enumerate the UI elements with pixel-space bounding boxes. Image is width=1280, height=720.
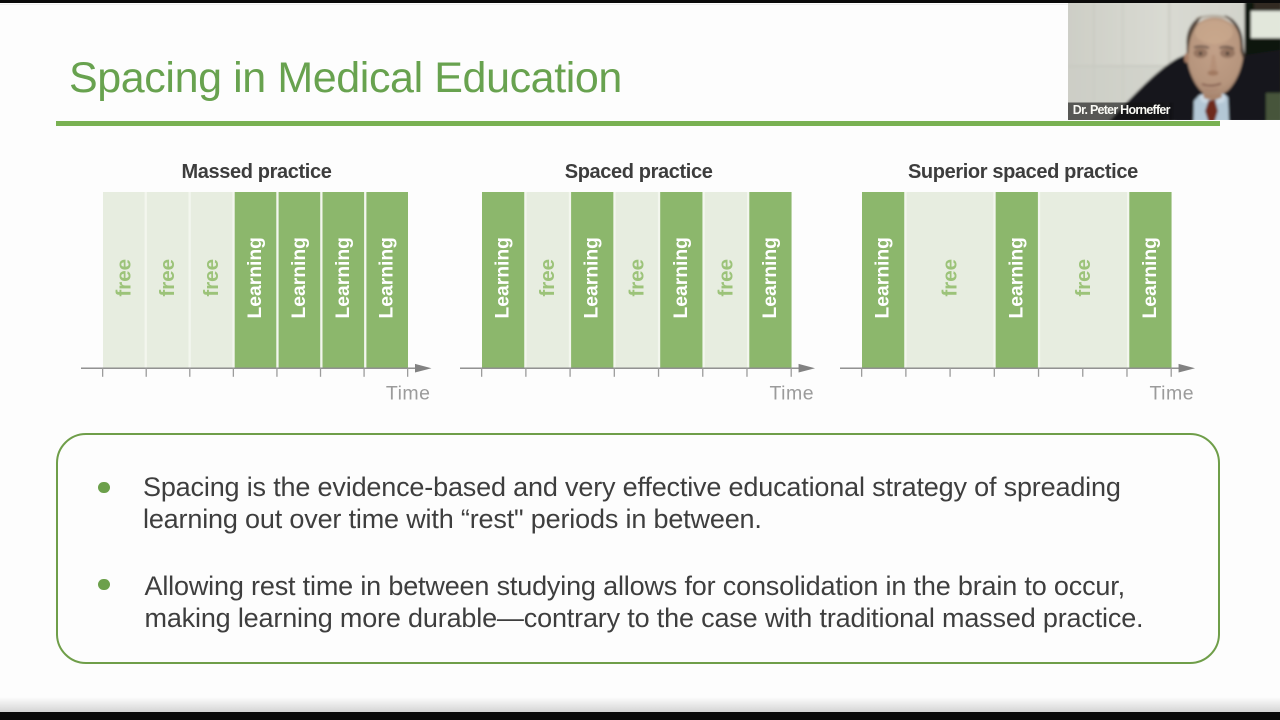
svg-text:free: free (112, 259, 135, 297)
svg-text:Learning: Learning (873, 237, 894, 318)
svg-text:Dr. Peter Horneffer: Dr. Peter Horneffer (1073, 103, 1171, 117)
svg-text:free: free (536, 259, 559, 297)
svg-text:Learning: Learning (289, 237, 310, 318)
svg-text:free: free (625, 259, 648, 297)
svg-text:Learning: Learning (671, 237, 692, 318)
svg-text:free: free (200, 259, 223, 297)
svg-text:free: free (156, 259, 179, 297)
svg-text:Learning: Learning (333, 237, 354, 318)
svg-text:Learning: Learning (582, 237, 603, 318)
svg-text:Learning: Learning (493, 237, 514, 318)
svg-text:Massed practice: Massed practice (182, 161, 332, 183)
svg-text:Learning: Learning (1006, 237, 1027, 318)
svg-text:Time: Time (1149, 383, 1194, 405)
svg-text:Superior spaced practice: Superior spaced practice (908, 161, 1138, 183)
svg-text:free: free (1072, 259, 1095, 297)
svg-text:Spaced practice: Spaced practice (565, 161, 713, 183)
svg-text:Learning: Learning (1140, 237, 1161, 318)
svg-text:Time: Time (769, 383, 814, 405)
svg-text:Learning: Learning (377, 237, 398, 318)
svg-text:Time: Time (386, 383, 431, 405)
svg-text:Learning: Learning (245, 237, 266, 318)
svg-text:Learning: Learning (760, 237, 781, 318)
svg-text:free: free (714, 259, 737, 297)
svg-text:free: free (938, 259, 961, 297)
